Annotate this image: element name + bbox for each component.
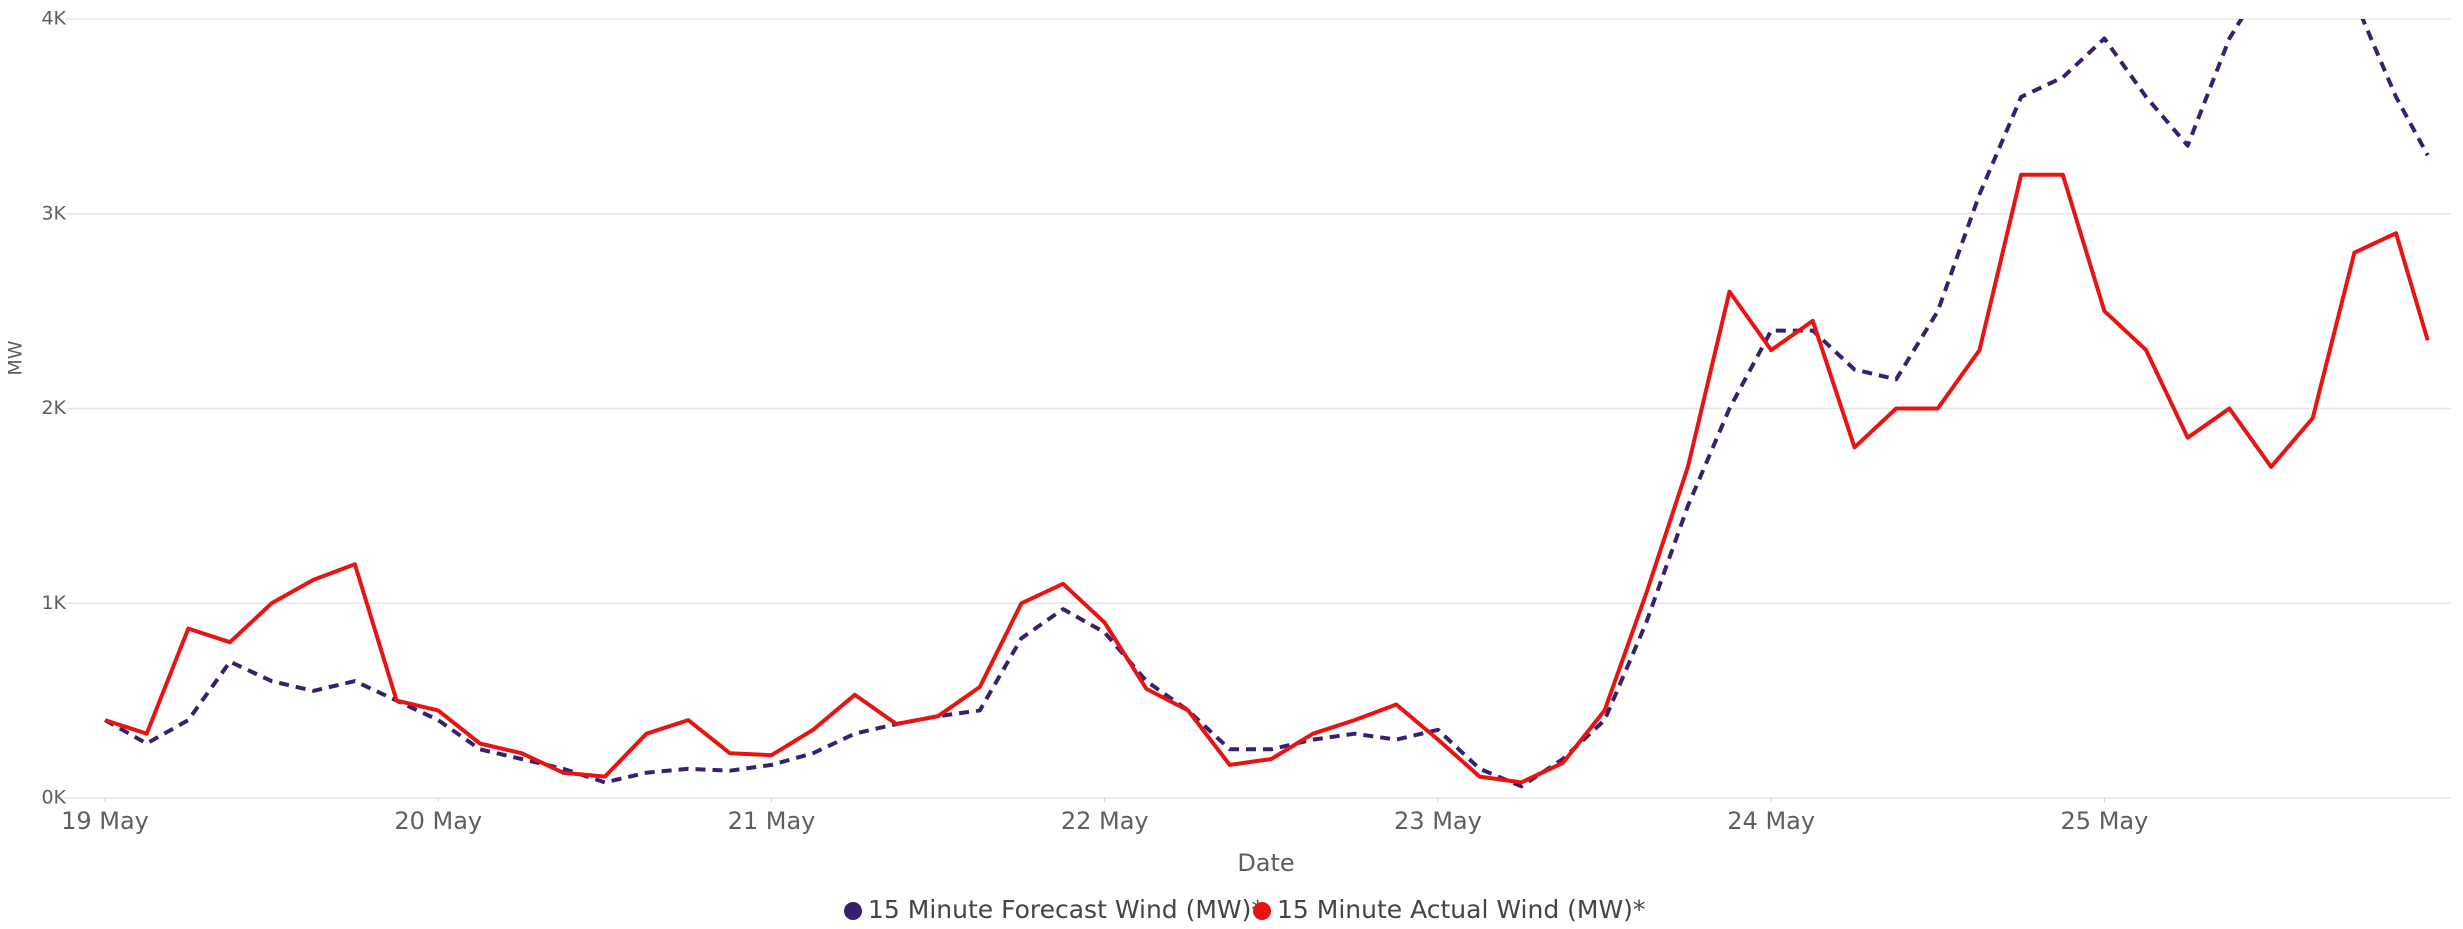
y-tick-label: 0K bbox=[41, 787, 66, 809]
x-axis-title: Date bbox=[1237, 849, 1294, 877]
y-tick-label: 4K bbox=[41, 8, 66, 30]
x-tick-label: 21 May bbox=[728, 807, 816, 835]
x-tick-label: 23 May bbox=[1394, 807, 1482, 835]
series-line bbox=[104, 172, 2430, 785]
x-tick-label: 24 May bbox=[1727, 807, 1815, 835]
x-tick-label: 20 May bbox=[394, 807, 482, 835]
legend-label: 15 Minute Forecast Wind (MW)* bbox=[868, 895, 1264, 924]
legend-marker bbox=[844, 902, 862, 920]
series-line bbox=[104, 19, 2430, 789]
x-tick-label: 25 May bbox=[2061, 807, 2149, 835]
plot-area bbox=[104, 19, 2430, 789]
x-tick-label: 19 May bbox=[61, 807, 149, 835]
x-tick-label: 22 May bbox=[1061, 807, 1149, 835]
legend-marker bbox=[1253, 902, 1271, 920]
y-tick-label: 1K bbox=[41, 592, 66, 614]
y-axis-title: MW bbox=[5, 340, 27, 375]
y-tick-label: 3K bbox=[41, 202, 66, 224]
y-tick-label: 2K bbox=[41, 397, 66, 419]
legend-label: 15 Minute Actual Wind (MW)* bbox=[1277, 895, 1645, 924]
